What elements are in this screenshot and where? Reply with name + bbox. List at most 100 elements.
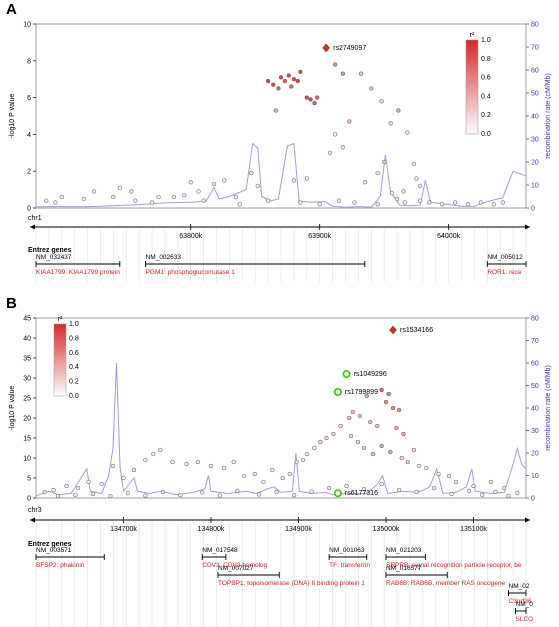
- y-right-tick-label: 80: [531, 22, 539, 29]
- y-right-tick-label: 60: [531, 361, 539, 368]
- snp-point: [488, 479, 494, 485]
- snp-point: [256, 492, 262, 497]
- snp-point: [446, 473, 452, 479]
- snp-point: [357, 413, 362, 419]
- snp-point: [298, 69, 303, 74]
- y-right-tick-label: 20: [531, 451, 539, 458]
- snp-point: [242, 473, 247, 479]
- snp-point: [501, 485, 507, 491]
- gene-accession: NM_003571: [36, 547, 72, 554]
- snp-point: [235, 488, 240, 493]
- snp-point: [75, 485, 81, 491]
- snp-point: [399, 455, 404, 461]
- gene-description: SLCO: [516, 616, 534, 623]
- chromosome-label: chr1: [28, 215, 42, 222]
- snp-point: [291, 493, 297, 498]
- r2-legend-tick: 1.0: [481, 37, 491, 44]
- snp-point: [287, 471, 292, 477]
- y-right-tick-label: 30: [531, 137, 539, 144]
- snp-point: [364, 393, 369, 399]
- r2-legend-tick: 0.2: [481, 112, 491, 119]
- snp-point: [295, 78, 300, 84]
- snp-point: [117, 185, 122, 190]
- snp-point: [414, 489, 419, 495]
- snp-point: [42, 489, 47, 495]
- snp-point: [255, 183, 260, 189]
- snp-point: [271, 82, 276, 87]
- snp-point: [418, 198, 423, 203]
- snp-point: [143, 493, 148, 498]
- snp-point: [222, 178, 227, 183]
- snp-point: [424, 465, 429, 471]
- snp-point: [91, 189, 97, 194]
- genes-title: Entrez genes: [28, 247, 72, 254]
- snp-point: [280, 475, 285, 481]
- x-tick-label: 135000k: [373, 526, 400, 533]
- snp-point: [108, 493, 113, 499]
- snp-point: [414, 176, 419, 181]
- snp-point: [427, 200, 432, 205]
- x-tick-label: 135100k: [460, 526, 487, 533]
- snp-point: [73, 492, 78, 497]
- snp-point: [362, 180, 367, 185]
- y-left-tick-label: 6: [27, 95, 31, 102]
- gene-description: PGM1: phosphoglucomutase 1: [146, 269, 236, 276]
- gene-accession: NM_0: [516, 601, 534, 608]
- snp-point: [347, 415, 352, 421]
- chromosome-label: chr3: [28, 507, 42, 514]
- snp-point: [350, 409, 355, 415]
- gene-description: C3orf36: [509, 598, 533, 605]
- y-left-tick-label: 35: [23, 356, 31, 363]
- r2-legend-tick: 0.6: [481, 75, 491, 82]
- snp-point: [195, 459, 201, 465]
- y-right-tick-label: 40: [531, 114, 539, 121]
- y-left-tick-label: 8: [27, 58, 31, 65]
- snp-point: [493, 489, 498, 495]
- y-right-tick-label: 10: [531, 473, 539, 480]
- gene-accession: NM_001063: [329, 547, 365, 554]
- snp-point: [160, 489, 166, 495]
- y-left-tick-label: 15: [23, 436, 31, 443]
- highlighted-snp-label: rs1799899: [345, 389, 378, 396]
- snp-point: [394, 196, 400, 201]
- r2-legend-tick: 0.4: [69, 364, 79, 371]
- y-left-tick-label: 25: [23, 396, 31, 403]
- snp-point: [375, 423, 380, 429]
- y-right-tick-label: 60: [531, 68, 539, 75]
- gene-accession: NM_021203: [386, 547, 422, 554]
- gene-accession: NM_016577: [386, 565, 422, 572]
- snp-point: [201, 198, 206, 203]
- snp-point: [156, 194, 161, 200]
- snp-point: [276, 86, 281, 91]
- snp-point: [358, 71, 364, 76]
- snp-point: [375, 170, 380, 176]
- snp-point: [304, 95, 309, 100]
- snp-point: [333, 62, 338, 67]
- snp-point: [388, 449, 393, 455]
- gene-accession: NM_002633: [146, 254, 182, 261]
- snp-point: [402, 200, 407, 205]
- snp-point: [500, 200, 505, 205]
- snp-point: [294, 459, 299, 465]
- snp-point: [405, 459, 411, 465]
- snp-point: [291, 77, 297, 82]
- snp-point: [361, 487, 367, 492]
- snp-point: [338, 423, 343, 429]
- snp-point: [237, 202, 242, 207]
- y-left-tick-label: 0: [27, 496, 31, 503]
- snp-point: [182, 192, 187, 198]
- snp-point: [440, 202, 445, 207]
- x-tick-label: 64000k: [437, 233, 460, 240]
- highlighted-snp: [342, 369, 351, 378]
- r2-legend-tick: 0.0: [69, 393, 79, 400]
- y-right-tick-label: 50: [531, 91, 539, 98]
- snp-point: [369, 86, 374, 91]
- snp-point: [317, 202, 322, 207]
- recombination-rate-line: [35, 142, 527, 208]
- y-left-tick-label: 10: [23, 22, 31, 29]
- snp-point: [478, 200, 484, 205]
- snp-point: [401, 431, 406, 437]
- snp-point: [90, 491, 96, 497]
- y-right-tick-label: 30: [531, 428, 539, 435]
- snp-point: [417, 463, 422, 469]
